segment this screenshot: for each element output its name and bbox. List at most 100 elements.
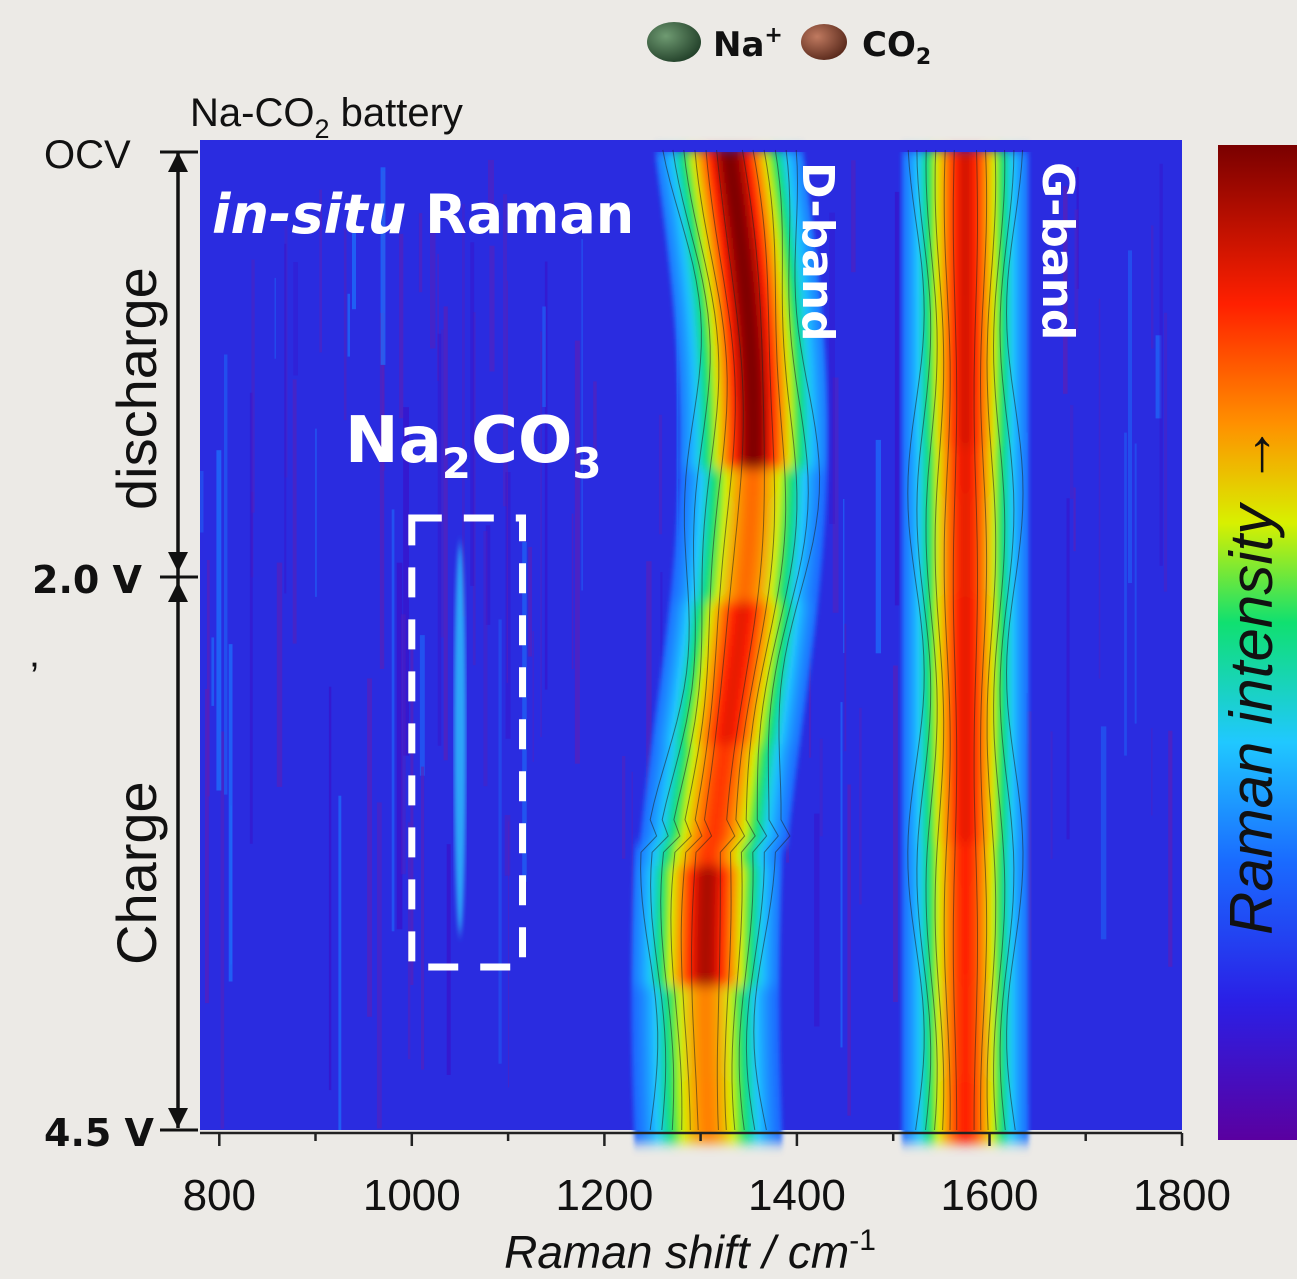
- na2co3-peak: [453, 543, 466, 935]
- discharge-label: discharge: [105, 267, 168, 510]
- g-band-slice: [961, 1063, 969, 1077]
- noise-streak: [200, 471, 204, 533]
- noise-streak: [1159, 163, 1163, 566]
- d-band-slice: [701, 1041, 710, 1055]
- noise-streak: [532, 631, 534, 762]
- noise-streak: [506, 280, 508, 683]
- noise-streak: [1070, 405, 1074, 499]
- g-band-slice: [961, 898, 969, 912]
- noise-streak: [1074, 209, 1079, 335]
- noise-streak: [276, 562, 283, 787]
- d-band-contour: [745, 149, 809, 1131]
- d-band-slice: [729, 678, 738, 692]
- contour-lines: [640, 149, 1024, 1131]
- d-band-contour: [716, 149, 765, 1131]
- legend-na-label: Na: [713, 25, 764, 65]
- g-band-slice: [961, 458, 969, 472]
- g-band-slice: [961, 590, 969, 604]
- d-band-slice: [746, 337, 755, 351]
- noise-streak: [419, 635, 425, 776]
- g-band-slice: [961, 227, 969, 240]
- g-band-slice: [961, 491, 969, 505]
- d-band-slice: [748, 491, 757, 505]
- d-band-slice: [741, 579, 750, 593]
- g-band-slice: [961, 678, 969, 692]
- colorbar-gradient: [1218, 145, 1297, 1140]
- noise-streak: [658, 414, 663, 535]
- d-band-slice: [745, 326, 754, 340]
- noise-streak: [894, 191, 900, 606]
- noise-streak: [249, 392, 253, 844]
- d-band-slice: [746, 524, 755, 538]
- noise-streak: [1128, 250, 1132, 583]
- d-band-slice: [703, 1108, 712, 1121]
- g-band-slice: [961, 931, 969, 945]
- noise-streak: [571, 513, 574, 670]
- g-band-contour: [979, 149, 988, 1131]
- g-band-slice: [961, 513, 969, 527]
- g-band-slice: [961, 348, 969, 362]
- noise-streak: [319, 189, 322, 353]
- d-band-slice: [729, 183, 738, 196]
- d-band-slice: [749, 436, 758, 450]
- g-band-contour: [934, 149, 945, 1131]
- d-band-slice: [702, 909, 711, 923]
- d-band-slice: [704, 843, 713, 857]
- g-band-slice: [961, 843, 969, 857]
- noise-streak: [631, 771, 633, 970]
- heatmap-top-edge: [200, 140, 1182, 152]
- noise-streak: [522, 542, 527, 882]
- g-band-slice: [961, 579, 969, 593]
- g-band-slice: [961, 788, 969, 802]
- noise-streak: [421, 766, 425, 1070]
- d-band-slice: [728, 172, 737, 185]
- noise-streak: [211, 637, 215, 706]
- g-band-slice: [961, 436, 969, 450]
- g-band-slice: [961, 744, 969, 758]
- d-band-slice: [712, 810, 721, 824]
- noise-streak: [430, 199, 436, 349]
- d-band-slice: [726, 700, 735, 714]
- d-band-slice: [717, 766, 726, 780]
- g-band-slice: [961, 821, 969, 835]
- g-band-slice: [961, 271, 969, 284]
- g-band-slice: [961, 1030, 969, 1044]
- d-band-slice: [744, 546, 753, 560]
- g-band-slice: [961, 612, 969, 626]
- noise-streak: [574, 340, 580, 764]
- g-band-slice: [961, 1108, 969, 1121]
- d-band-slice: [703, 1097, 712, 1110]
- d-band-slice: [735, 634, 744, 648]
- noise-streak: [483, 531, 488, 787]
- d-band-contour: [670, 149, 728, 1131]
- d-band-slice: [702, 920, 711, 934]
- x-tick-label: 1000: [363, 1171, 461, 1220]
- noise-streak: [508, 821, 510, 1088]
- d-band-slice: [748, 469, 758, 483]
- g-band-slice: [961, 392, 969, 406]
- noise-streak: [1026, 711, 1032, 960]
- g-band-slice: [961, 667, 969, 681]
- noise-streak: [410, 630, 414, 985]
- d-band-contour: [738, 149, 798, 1131]
- noise-streak: [284, 226, 288, 478]
- g-band-slice: [961, 953, 969, 967]
- in-situ-raman-label: in-situ Raman: [212, 183, 634, 246]
- noise-streak: [859, 707, 862, 905]
- noise-streak: [814, 813, 820, 1027]
- noise-streak: [1151, 728, 1153, 816]
- noise-streak: [399, 233, 404, 419]
- d-band-slice: [702, 1086, 711, 1099]
- d-band-slice: [715, 788, 724, 802]
- g-band-slice: [961, 986, 969, 1000]
- g-band-slice: [961, 414, 969, 428]
- g-band-slice: [961, 909, 969, 923]
- g-band-slice: [961, 172, 969, 185]
- g-band-slice: [961, 854, 969, 868]
- noise-streak: [396, 562, 403, 930]
- d-band-slice: [740, 271, 749, 284]
- g-band-slice: [961, 700, 969, 714]
- noise-streak: [440, 329, 444, 638]
- g-band-slice: [961, 656, 969, 670]
